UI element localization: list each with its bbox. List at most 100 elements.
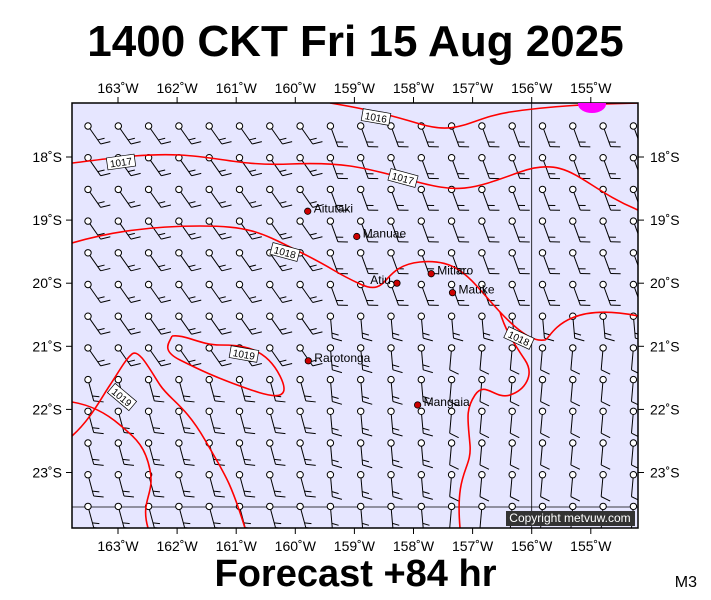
lon-label-bottom: 162˚W	[156, 538, 198, 554]
isobar-line	[72, 153, 638, 211]
town-marker: Mitiaro	[427, 264, 474, 278]
wind-barb	[357, 471, 373, 500]
wind-barb	[417, 407, 433, 437]
wind-barb	[387, 344, 403, 374]
wind-barb	[447, 344, 459, 375]
wind-barb	[599, 312, 615, 342]
wind-barb	[508, 249, 530, 275]
wind-barb	[175, 185, 202, 208]
lon-label-bottom: 163˚W	[97, 538, 139, 554]
wind-barb	[84, 312, 111, 335]
wind-barb	[357, 154, 379, 180]
wind-barb	[387, 217, 409, 243]
wind-barb	[569, 217, 591, 243]
wind-barb	[205, 185, 232, 208]
wind-barb	[144, 439, 165, 466]
wind-barb	[235, 375, 256, 403]
wind-barb	[175, 312, 202, 335]
wind-barb	[599, 344, 611, 375]
wind-barb	[296, 471, 316, 498]
wind-barb	[599, 122, 621, 148]
wind-barb	[599, 217, 621, 243]
wind-barb	[417, 185, 439, 211]
wind-barb	[326, 217, 348, 243]
wind-barb	[508, 344, 520, 375]
wind-barb	[357, 249, 379, 275]
wind-barb	[357, 502, 370, 528]
wind-barb	[114, 122, 141, 145]
lon-label-bottom: 156˚W	[511, 538, 553, 554]
wind-barb	[538, 439, 550, 470]
wind-barb	[417, 154, 439, 180]
lat-label-right: 23˚S	[650, 465, 680, 481]
wind-barb	[569, 407, 581, 439]
wind-barb	[144, 217, 172, 240]
wind-barb	[266, 375, 286, 403]
wind-barb	[84, 439, 104, 466]
lon-label-bottom: 161˚W	[216, 538, 258, 554]
wind-barb	[266, 312, 293, 335]
lon-label-bottom: 155˚W	[570, 538, 612, 554]
wind-barb	[478, 185, 500, 211]
lon-label-top: 155˚W	[570, 80, 612, 96]
town-label: Atiu	[370, 273, 391, 287]
wind-barb	[478, 217, 500, 243]
town-label: Mitiaro	[437, 264, 473, 278]
lat-label-right: 20˚S	[650, 275, 680, 291]
wind-barb	[205, 249, 232, 272]
wind-barb	[599, 407, 611, 439]
lon-label-bottom: 160˚W	[275, 538, 317, 554]
wind-barb	[114, 344, 141, 367]
wind-barb	[357, 122, 379, 148]
wind-barb	[629, 217, 638, 236]
wind-barb	[417, 439, 433, 469]
wind-barb	[144, 249, 172, 272]
wind-barb	[296, 154, 323, 177]
wind-barb	[447, 154, 470, 180]
lat-label-right: 18˚S	[650, 149, 680, 165]
wind-barb	[114, 439, 134, 466]
lat-label-left: 20˚S	[32, 275, 62, 291]
wind-barb	[447, 502, 456, 528]
wind-barb	[84, 375, 104, 403]
wind-barb	[266, 185, 293, 208]
town-label: Manuae	[363, 227, 407, 241]
wind-barb	[387, 375, 403, 405]
wind-barb	[235, 471, 256, 498]
isobar-line	[166, 335, 285, 397]
wind-barb	[266, 407, 286, 435]
wind-barb	[175, 407, 195, 435]
wind-barb	[629, 439, 638, 469]
wind-barb	[447, 439, 459, 470]
wind-barb	[175, 249, 202, 272]
town-marker: Manuae	[353, 227, 407, 241]
wind-barb	[417, 312, 433, 342]
wind-barb	[599, 154, 621, 180]
wind-barb	[387, 280, 409, 306]
wind-barb	[478, 344, 490, 375]
wind-barb	[235, 185, 262, 208]
map-frame	[71, 102, 639, 529]
wind-barb	[326, 407, 343, 437]
wind-barb	[599, 280, 621, 306]
wind-barb	[357, 185, 379, 211]
lon-label-top: 158˚W	[393, 80, 435, 96]
wind-barb	[417, 280, 439, 306]
wind-barb	[326, 439, 343, 469]
wind-barb	[629, 344, 638, 374]
wind-barb	[235, 249, 262, 272]
town-marker: Mangaia	[414, 395, 470, 409]
wind-barb	[508, 280, 530, 306]
wind-barb	[538, 217, 561, 243]
wind-barb	[205, 312, 232, 335]
wind-barb	[205, 344, 232, 367]
wind-barb	[144, 344, 172, 367]
wind-barb	[478, 407, 490, 439]
wind-barb	[387, 185, 409, 211]
wind-barb	[417, 471, 433, 500]
wind-barb	[296, 185, 323, 208]
lon-label-top: 163˚W	[97, 80, 139, 96]
wind-barb	[144, 185, 172, 208]
wind-barb	[266, 280, 293, 304]
